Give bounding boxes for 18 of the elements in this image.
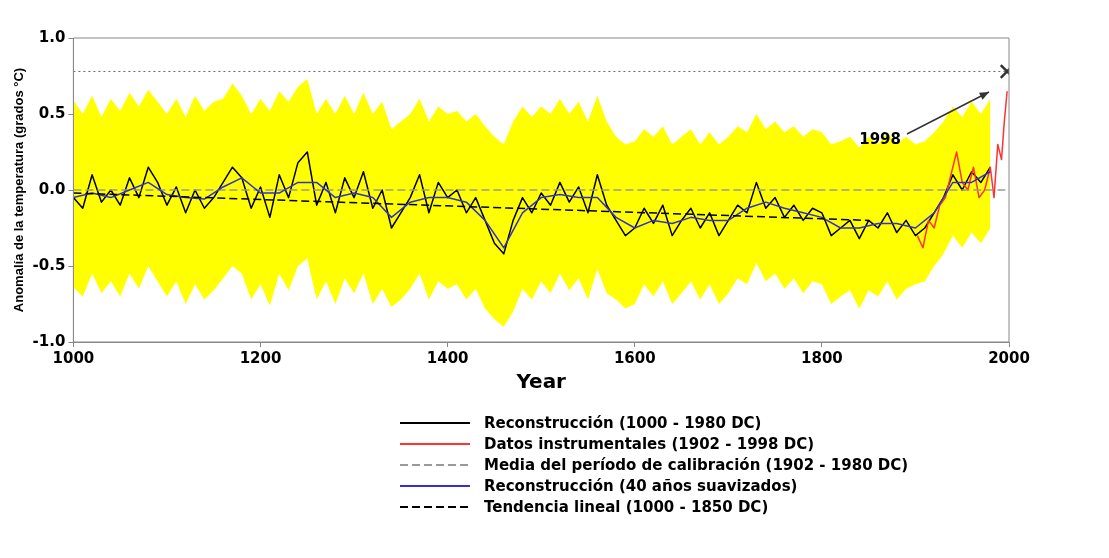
y-tick-label: -1.0 <box>32 331 66 350</box>
y-tick-label: -0.5 <box>32 255 66 274</box>
x-axis-title: Year <box>515 369 567 394</box>
x-tick-label: 1600 <box>613 348 656 367</box>
x-tick-label: 1400 <box>426 348 469 367</box>
x-tick-label: 2000 <box>988 348 1030 367</box>
y-tick-label: 1.0 <box>38 27 66 46</box>
x-tick-label: 1200 <box>239 348 282 367</box>
legend-label: Reconstrucción (1000 - 1980 DC) <box>484 413 762 432</box>
x-tick-label: 1000 <box>52 348 95 367</box>
legend-label: Media del período de calibración (1902 - 1980 DC) <box>484 455 909 474</box>
y-tick-label: 0.5 <box>38 103 66 122</box>
y-axis-title: Anomalía de la temperatura (grados °C) <box>11 67 27 313</box>
y-tick-label: 0.0 <box>38 179 66 198</box>
legend-label: Datos instrumentales (1902 - 1998 DC) <box>484 434 814 453</box>
legend-label: Tendencia lineal (1000 - 1850 DC) <box>484 497 769 516</box>
x-tick-label: 1800 <box>801 348 843 367</box>
legend-label: Reconstrucción (40 años suavizados) <box>484 476 798 495</box>
